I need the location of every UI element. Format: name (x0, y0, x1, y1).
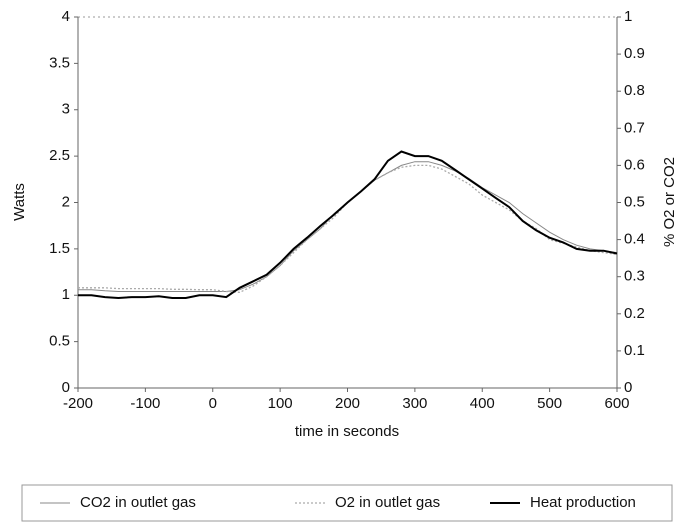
series-line (78, 164, 618, 293)
y2-tick-label: 0.8 (624, 82, 645, 99)
y-tick-label: 1 (62, 286, 70, 303)
y2-tick-label: 1 (624, 8, 632, 25)
y2-tick-label: 0.6 (624, 156, 645, 173)
x-tick-label: 500 (537, 395, 562, 412)
series-line (78, 161, 618, 292)
x-tick-label: 200 (335, 395, 360, 412)
y-axis-label: Watts (11, 183, 28, 221)
legend-box (21, 484, 673, 522)
series-line (78, 150, 618, 300)
y2-tick-label: 0 (624, 379, 632, 396)
x-tick-label: -100 (130, 395, 160, 412)
y2-tick-label: 0.4 (624, 231, 645, 248)
y2-axis-label: % O2 or CO2 (661, 157, 678, 247)
y2-tick-label: 0.9 (624, 45, 645, 62)
x-axis-label: time in seconds (295, 423, 399, 440)
y-tick-label: 3 (62, 101, 70, 118)
legend-label: Heat production (530, 494, 636, 511)
x-tick-label: 400 (470, 395, 495, 412)
y2-tick-label: 0.2 (624, 305, 645, 322)
y-tick-label: 3.5 (49, 54, 70, 71)
x-tick-label: -200 (63, 395, 93, 412)
x-tick-label: 100 (268, 395, 293, 412)
y-tick-label: 1.5 (49, 240, 70, 257)
x-tick-label: 600 (604, 395, 629, 412)
y2-tick-label: 0.1 (624, 342, 645, 359)
x-tick-label: 300 (402, 395, 427, 412)
y-tick-label: 4 (62, 8, 70, 25)
legend-label: O2 in outlet gas (335, 494, 440, 511)
legend-label: CO2 in outlet gas (80, 494, 196, 511)
y-tick-label: 0 (62, 379, 70, 396)
y-tick-label: 2 (62, 193, 70, 210)
y-tick-label: 2.5 (49, 147, 70, 164)
y2-tick-label: 0.7 (624, 119, 645, 136)
y2-tick-label: 0.3 (624, 268, 645, 285)
y2-tick-label: 0.5 (624, 193, 645, 210)
y-tick-label: 0.5 (49, 333, 70, 350)
x-tick-label: 0 (209, 395, 217, 412)
